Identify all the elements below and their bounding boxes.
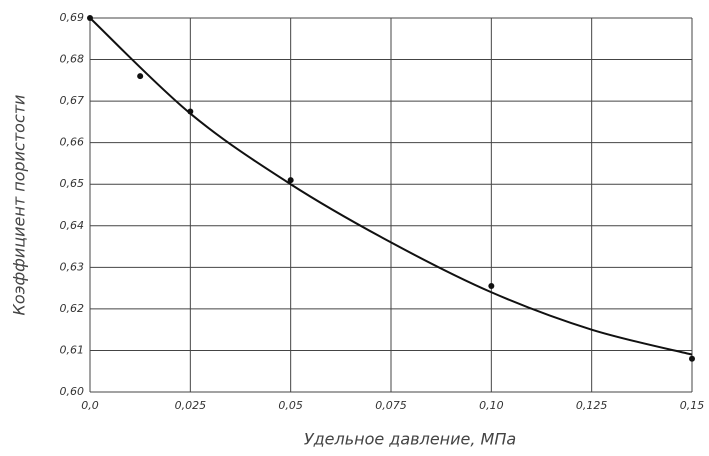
- y-axis-title: Коэффициент пористости: [10, 95, 29, 316]
- x-tick-label: 0,025: [175, 399, 207, 412]
- x-tick-label: 0,075: [375, 399, 407, 412]
- y-tick-label: 0,64: [60, 219, 85, 232]
- data-point: [187, 108, 194, 115]
- y-tick-label: 0,61: [60, 343, 85, 356]
- data-point: [689, 355, 695, 362]
- y-tick-label: 0,60: [60, 385, 85, 398]
- y-tick-label: 0,65: [60, 177, 85, 190]
- x-tick-label: 0,125: [576, 399, 608, 412]
- y-tick-label: 0,62: [60, 302, 85, 315]
- data-point: [488, 283, 495, 290]
- x-tick-label: 0,10: [479, 399, 504, 412]
- y-tick-label: 0,66: [60, 136, 85, 149]
- x-tick-label: 0,05: [278, 399, 303, 412]
- y-tick-label: 0,63: [60, 260, 85, 273]
- x-tick-label: 0,0: [81, 399, 99, 412]
- x-tick-label: 0,15: [680, 399, 705, 412]
- data-point: [137, 73, 144, 80]
- data-point: [287, 177, 294, 184]
- x-axis-title: Удельное давление, МПа: [304, 430, 516, 449]
- y-tick-label: 0,67: [60, 94, 85, 107]
- y-tick-label: 0,68: [60, 53, 85, 66]
- data-point: [87, 15, 93, 21]
- y-tick-label: 0,69: [60, 11, 85, 24]
